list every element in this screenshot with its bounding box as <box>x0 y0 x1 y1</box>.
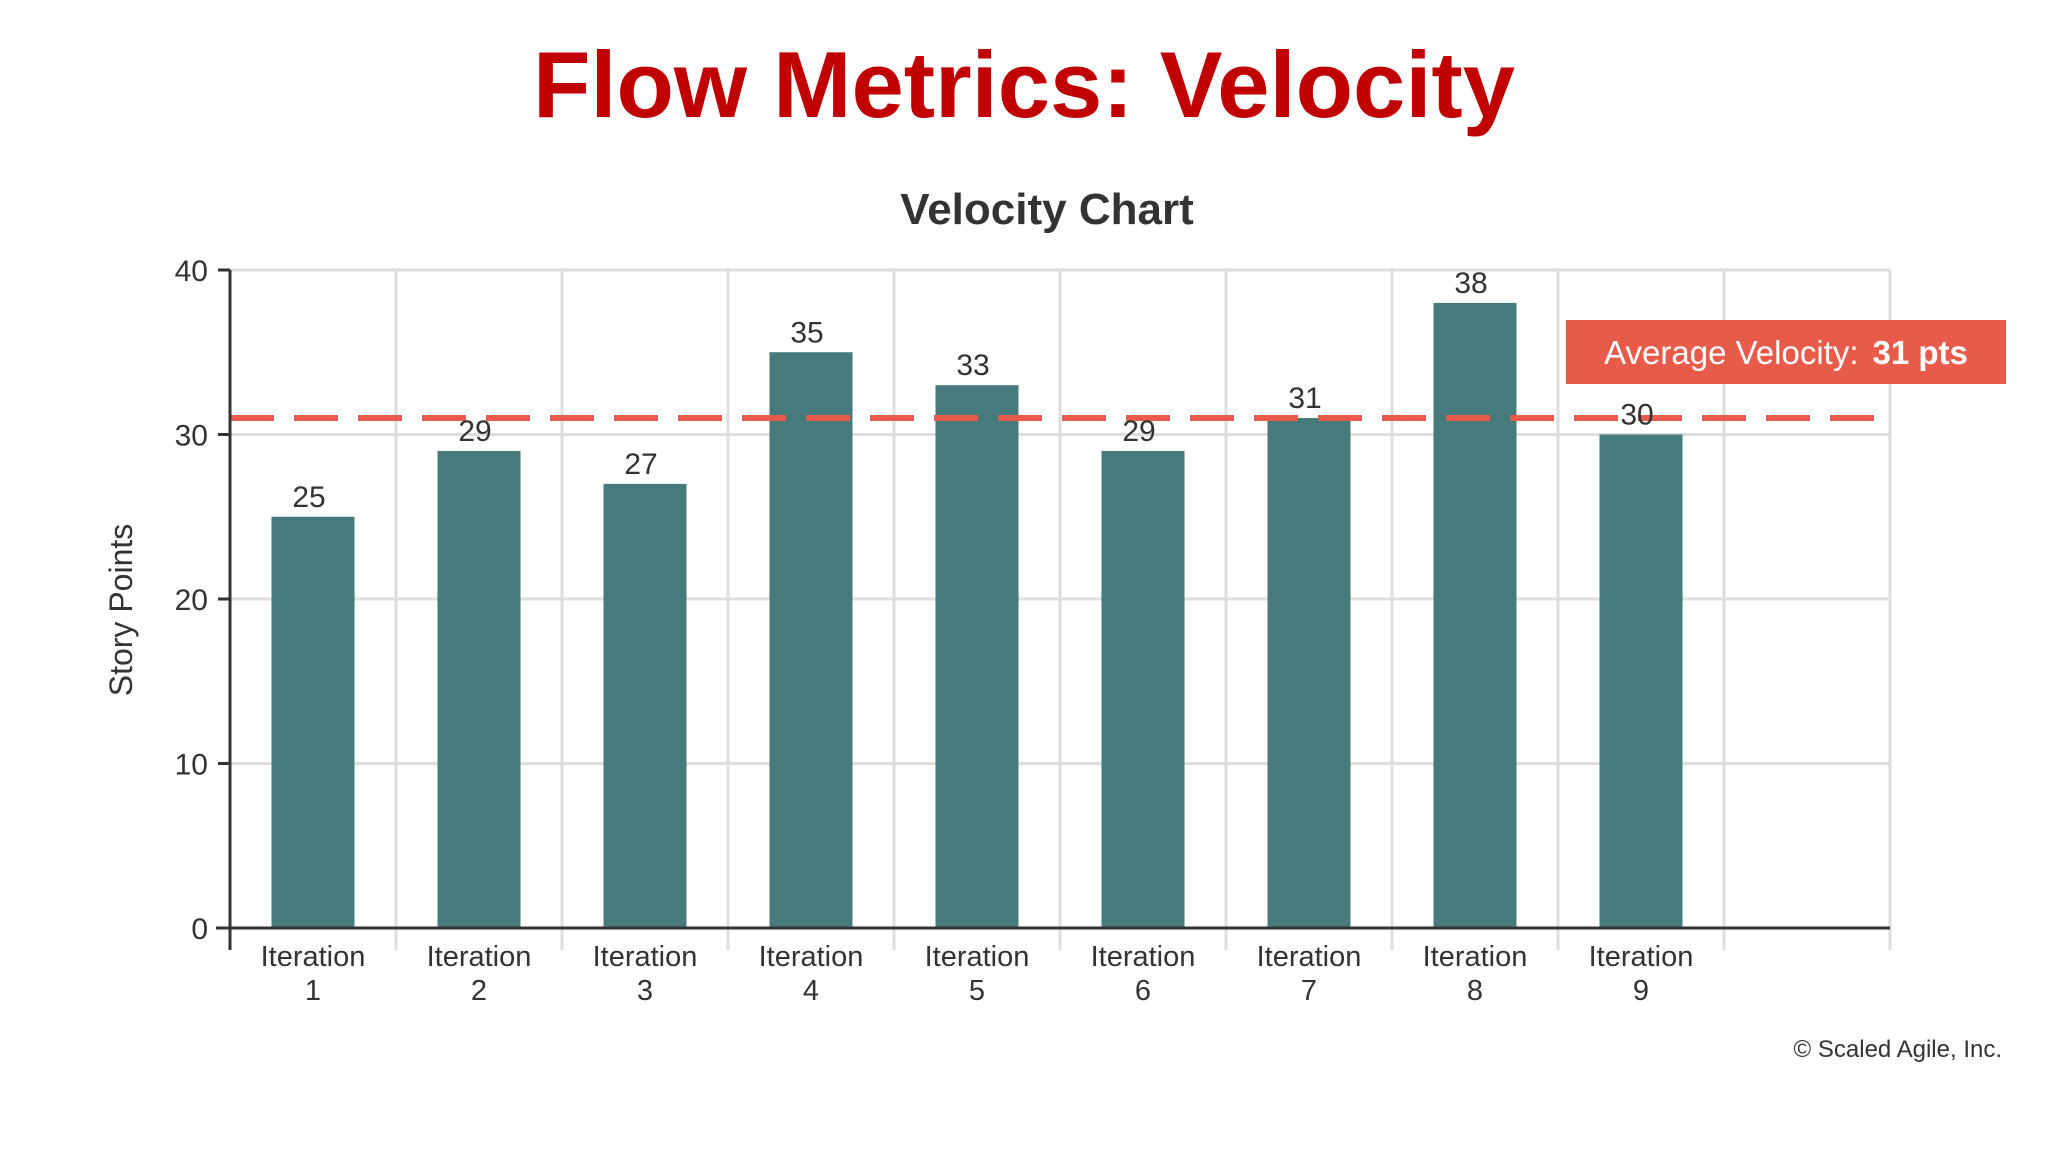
bar-iteration-9 <box>1599 434 1683 928</box>
x-tick-label-iteration-4: Iteration 4 <box>759 941 864 1007</box>
x-tick-label-iteration-1: Iteration 1 <box>261 941 366 1007</box>
data-label-iteration-6: 29 <box>1122 415 1155 448</box>
y-tick-label: 30 <box>175 420 208 453</box>
data-label-iteration-9: 30 <box>1620 399 1653 432</box>
data-label-iteration-1: 25 <box>292 481 325 514</box>
average-velocity-badge: Average Velocity: 31 pts <box>1566 320 2006 384</box>
bar-iteration-6 <box>1101 450 1185 928</box>
y-axis-label: Story Points <box>103 524 139 697</box>
copyright: © Scaled Agile, Inc. <box>1793 1036 2002 1063</box>
y-tick-label: 20 <box>175 584 208 617</box>
bars <box>271 302 1683 928</box>
chart-title: Velocity Chart <box>900 185 1194 234</box>
average-velocity-value: 31 pts <box>1873 334 1968 371</box>
bar-iteration-3 <box>603 483 687 928</box>
data-label-iteration-5: 33 <box>956 349 989 382</box>
x-tick-labels: Iteration 1 Iteration 2 Iteration 3 Iteration 4… <box>261 941 1694 1007</box>
x-tick-label-iteration-7: Iteration 7 <box>1257 941 1362 1007</box>
x-tick-label-iteration-5: Iteration 5 <box>925 941 1030 1007</box>
x-tick-label-iteration-8: Iteration 8 <box>1423 941 1528 1007</box>
x-tick-label-iteration-3: Iteration 3 <box>593 941 698 1007</box>
bar-iteration-7 <box>1267 418 1351 928</box>
y-tick-label: 0 <box>191 913 208 946</box>
data-label-iteration-8: 38 <box>1454 267 1487 300</box>
average-velocity-prefix: Average Velocity: <box>1604 334 1858 371</box>
x-tick-label-iteration-6: Iteration 6 <box>1091 941 1196 1007</box>
y-tick-label: 10 <box>175 749 208 782</box>
average-velocity-label: Average Velocity: 31 pts <box>1604 334 1968 371</box>
bar-iteration-1 <box>271 516 355 928</box>
axes <box>216 270 1890 950</box>
average-velocity-badge-bg <box>1566 320 2006 384</box>
data-label-iteration-7: 31 <box>1288 382 1321 415</box>
data-label-iteration-2: 29 <box>458 415 491 448</box>
x-tick-label-iteration-9: Iteration 9 <box>1589 941 1694 1007</box>
bar-iteration-4 <box>769 352 853 928</box>
y-tick-labels: 0 10 20 30 40 <box>175 255 230 946</box>
grid-lines <box>230 268 1892 950</box>
x-tick-label-iteration-2: Iteration 2 <box>427 941 532 1007</box>
bar-iteration-2 <box>437 450 521 928</box>
page-title: Flow Metrics: Velocity <box>532 32 1516 137</box>
y-tick-label: 40 <box>175 255 208 288</box>
data-label-iteration-3: 27 <box>624 448 657 481</box>
data-labels: 25 29 27 35 33 29 31 38 30 <box>292 267 1653 514</box>
data-label-iteration-4: 35 <box>790 316 823 349</box>
bar-iteration-8 <box>1433 302 1517 928</box>
bar-iteration-5 <box>935 385 1019 928</box>
